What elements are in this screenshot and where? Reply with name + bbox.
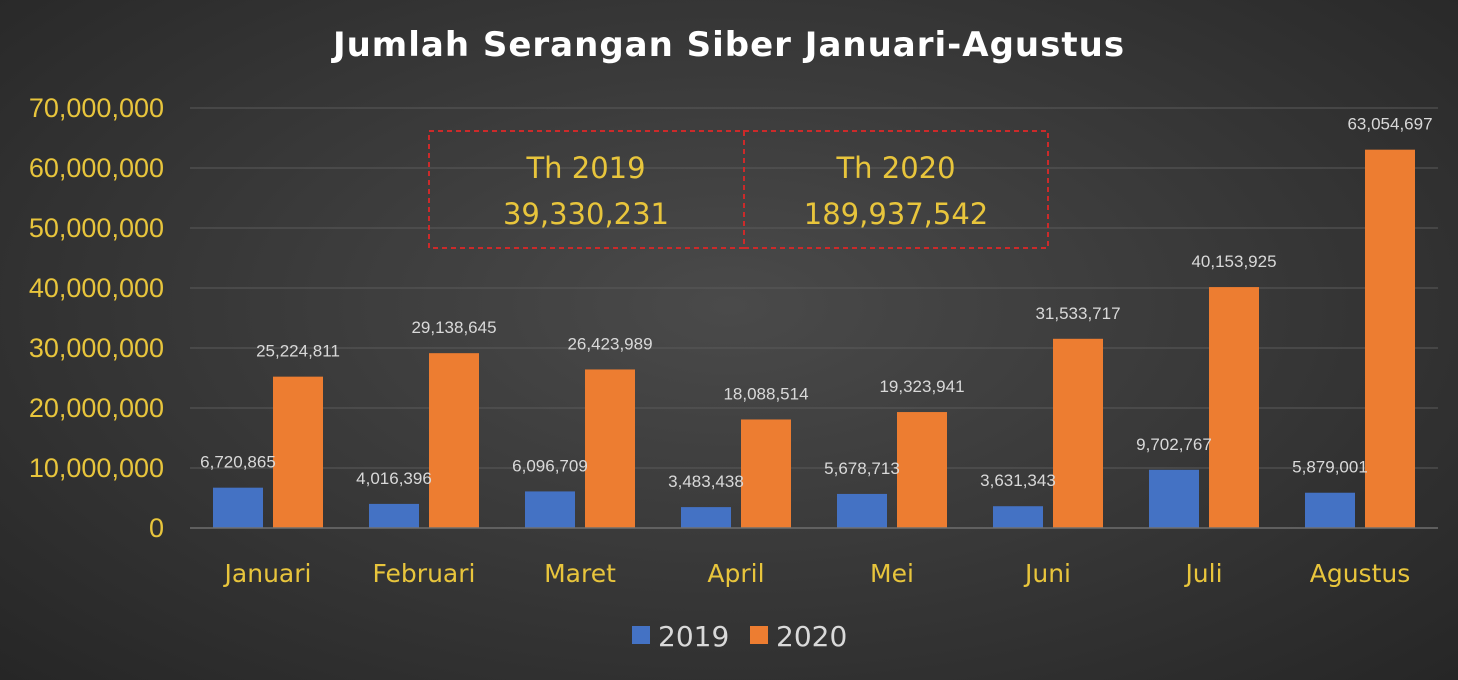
data-labels: 6,720,865 25,224,811 4,016,396 29,138,645 6,…: [200, 115, 1432, 491]
bar-2019: [369, 503, 419, 528]
y-tick-label: 10,000,000: [29, 453, 164, 483]
summary-2019-label: Th 2019: [525, 151, 645, 185]
y-tick-label: 20,000,000: [29, 393, 164, 423]
x-tick-label: Juni: [1023, 559, 1071, 588]
bar-2020: [429, 353, 479, 528]
bar-2020: [585, 369, 635, 528]
x-tick-label: Agustus: [1310, 559, 1411, 588]
summary-2019-value: 39,330,231: [503, 197, 669, 231]
bar-2019: [525, 491, 575, 528]
data-label-2019: 5,678,713: [824, 459, 900, 478]
bars: [213, 149, 1415, 528]
summary-2020-value: 189,937,542: [804, 197, 989, 231]
bar-2019: [1305, 492, 1355, 528]
data-label-2020: 29,138,645: [411, 318, 496, 337]
bar-2020: [1365, 149, 1415, 528]
data-label-2020: 26,423,989: [567, 334, 652, 353]
chart-title: Jumlah Serangan Siber Januari-Agustus: [331, 25, 1125, 65]
legend-label-2020: 2020: [776, 620, 847, 653]
x-tick-label: April: [707, 559, 764, 588]
data-label-2019: 3,483,438: [668, 472, 744, 491]
bar-2019: [213, 487, 263, 528]
bar-2019: [837, 493, 887, 528]
data-label-2020: 25,224,811: [256, 342, 340, 361]
y-axis-ticks: 0 10,000,000 20,000,000 30,000,000 40,000,00…: [29, 93, 164, 543]
y-tick-label: 70,000,000: [29, 93, 164, 123]
data-label-2019: 6,096,709: [512, 456, 588, 475]
data-label-2020: 63,054,697: [1347, 115, 1432, 134]
bar-2019: [993, 506, 1043, 528]
data-label-2019: 9,702,767: [1136, 435, 1212, 454]
summary-box-2020: [743, 130, 1049, 249]
bar-2020: [273, 376, 323, 528]
bar-2019: [681, 507, 731, 528]
x-tick-label: Januari: [223, 559, 312, 588]
y-tick-label: 50,000,000: [29, 213, 164, 243]
legend-label-2019: 2019: [658, 620, 729, 653]
y-tick-label: 40,000,000: [29, 273, 164, 303]
bar-2020: [741, 419, 791, 528]
legend-swatch-2020: [750, 626, 768, 644]
data-label-2019: 5,879,001: [1292, 458, 1368, 477]
gridlines: [190, 107, 1438, 469]
x-tick-label: Juli: [1183, 559, 1222, 588]
bar-2020: [897, 412, 947, 528]
bar-2020: [1053, 338, 1103, 528]
data-label-2020: 40,153,925: [1191, 252, 1276, 271]
data-label-2020: 18,088,514: [723, 384, 808, 403]
bar-2020: [1209, 287, 1259, 528]
y-tick-label: 60,000,000: [29, 153, 164, 183]
y-tick-label: 0: [149, 513, 164, 543]
data-label-2019: 4,016,396: [356, 469, 432, 488]
summary-annotations: Th 2019 39,330,231 Th 2020 189,937,542: [428, 130, 1049, 249]
data-label-2019: 6,720,865: [200, 453, 276, 472]
x-tick-label: Mei: [870, 559, 914, 588]
x-tick-label: Maret: [544, 559, 616, 588]
data-label-2020: 19,323,941: [879, 377, 964, 396]
data-label-2020: 31,533,717: [1035, 304, 1120, 323]
x-tick-label: Februari: [373, 559, 476, 588]
x-axis-ticks: Januari Februari Maret April Mei Juni Juli Agus…: [223, 559, 1411, 588]
bar-2019: [1149, 469, 1199, 528]
y-tick-label: 30,000,000: [29, 333, 164, 363]
legend: 2019 2020: [632, 620, 847, 653]
data-label-2019: 3,631,343: [980, 471, 1056, 490]
summary-2020-label: Th 2020: [835, 151, 955, 185]
legend-swatch-2019: [632, 626, 650, 644]
